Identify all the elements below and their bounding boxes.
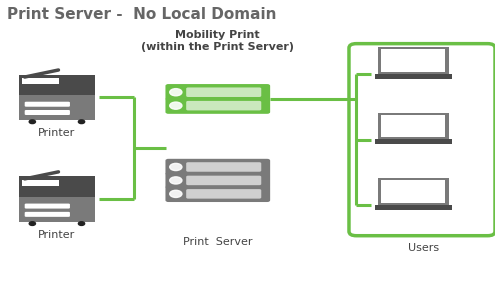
Circle shape bbox=[170, 163, 182, 171]
FancyBboxPatch shape bbox=[22, 78, 59, 84]
FancyBboxPatch shape bbox=[186, 189, 261, 199]
Circle shape bbox=[170, 190, 182, 198]
Circle shape bbox=[78, 222, 85, 226]
FancyBboxPatch shape bbox=[22, 180, 59, 186]
Circle shape bbox=[170, 177, 182, 184]
FancyBboxPatch shape bbox=[186, 101, 261, 110]
FancyBboxPatch shape bbox=[165, 97, 270, 114]
FancyBboxPatch shape bbox=[378, 178, 448, 205]
FancyBboxPatch shape bbox=[25, 204, 70, 209]
Circle shape bbox=[170, 89, 182, 96]
FancyBboxPatch shape bbox=[18, 74, 96, 95]
Text: Printer: Printer bbox=[38, 128, 76, 138]
FancyBboxPatch shape bbox=[25, 212, 70, 217]
Circle shape bbox=[29, 222, 36, 226]
Text: Print Server -  No Local Domain: Print Server - No Local Domain bbox=[7, 7, 277, 22]
FancyBboxPatch shape bbox=[18, 176, 96, 197]
FancyBboxPatch shape bbox=[381, 49, 446, 72]
FancyBboxPatch shape bbox=[378, 47, 448, 74]
FancyBboxPatch shape bbox=[375, 74, 452, 79]
Text: Print  Server: Print Server bbox=[183, 237, 252, 247]
FancyBboxPatch shape bbox=[375, 139, 452, 144]
FancyBboxPatch shape bbox=[375, 205, 452, 210]
Text: Printer: Printer bbox=[38, 230, 76, 240]
FancyBboxPatch shape bbox=[165, 159, 270, 175]
Circle shape bbox=[170, 102, 182, 109]
FancyBboxPatch shape bbox=[25, 110, 70, 115]
FancyBboxPatch shape bbox=[381, 180, 446, 203]
FancyBboxPatch shape bbox=[186, 176, 261, 185]
FancyBboxPatch shape bbox=[165, 84, 270, 100]
FancyBboxPatch shape bbox=[378, 113, 448, 139]
FancyBboxPatch shape bbox=[25, 102, 70, 107]
FancyBboxPatch shape bbox=[186, 88, 261, 97]
Circle shape bbox=[29, 120, 36, 124]
FancyBboxPatch shape bbox=[165, 172, 270, 189]
Text: Users: Users bbox=[408, 243, 439, 253]
FancyBboxPatch shape bbox=[381, 115, 446, 137]
FancyBboxPatch shape bbox=[186, 162, 261, 172]
Circle shape bbox=[78, 120, 85, 124]
Text: Mobility Print
(within the Print Server): Mobility Print (within the Print Server) bbox=[141, 30, 295, 52]
FancyBboxPatch shape bbox=[18, 95, 96, 120]
FancyBboxPatch shape bbox=[165, 186, 270, 202]
FancyBboxPatch shape bbox=[18, 197, 96, 222]
